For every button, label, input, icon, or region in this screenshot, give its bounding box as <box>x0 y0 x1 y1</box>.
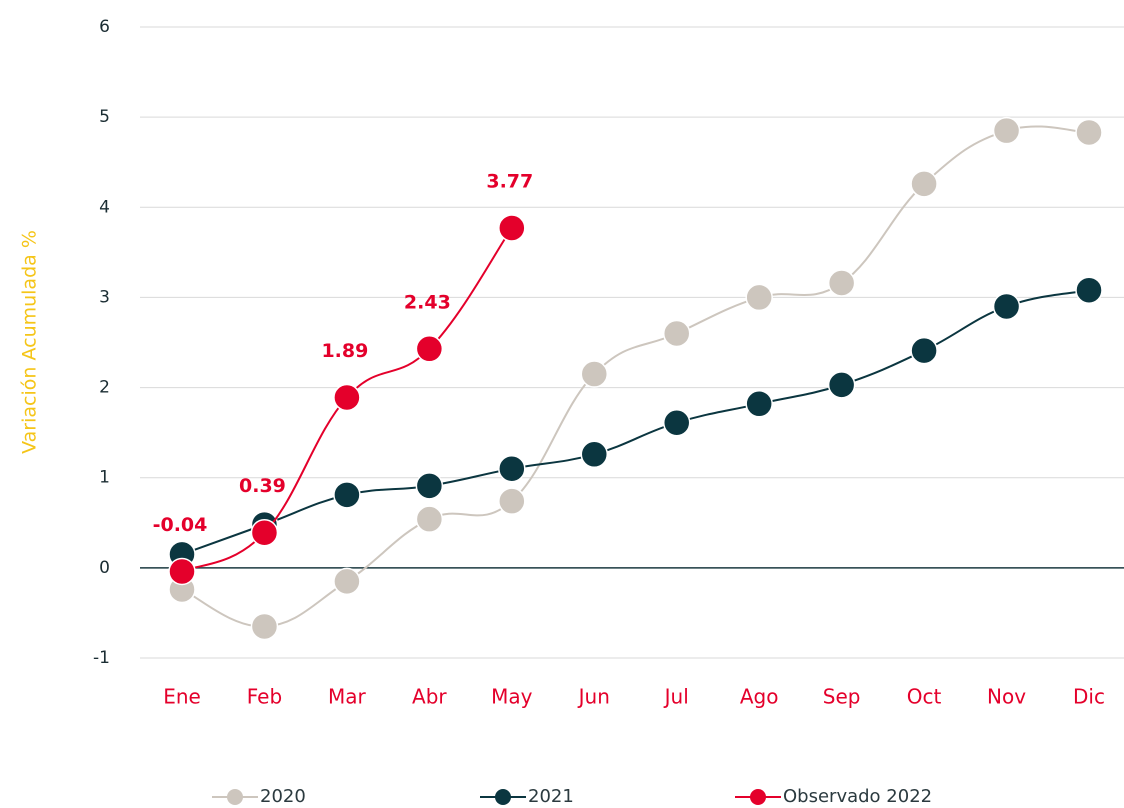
y-tick-label: 6 <box>99 17 110 37</box>
data-label: 3.77 <box>486 171 533 193</box>
y-tick-label: 4 <box>99 197 110 217</box>
x-tick-label: Sep <box>823 685 861 709</box>
marker <box>827 269 856 297</box>
marker <box>910 336 938 365</box>
x-tick-label: Jun <box>577 685 610 709</box>
x-tick-label: Nov <box>987 685 1026 709</box>
x-tick-label: Ene <box>163 685 201 709</box>
legend-marker <box>495 789 511 805</box>
marker <box>498 214 526 242</box>
marker <box>333 383 361 412</box>
marker <box>333 567 361 596</box>
y-tick-label: 1 <box>99 468 110 488</box>
legend-marker <box>227 789 243 805</box>
marker <box>1075 276 1103 304</box>
marker <box>250 518 279 547</box>
marker <box>580 440 609 469</box>
y-tick-label: 5 <box>99 107 110 127</box>
legend-label: 2021 <box>528 786 574 807</box>
legend-label: 2020 <box>260 786 306 807</box>
marker <box>745 390 773 418</box>
marker <box>910 170 938 198</box>
data-label: -0.04 <box>153 514 208 536</box>
x-tick-label: Mar <box>328 685 367 709</box>
series-line <box>181 125 1090 628</box>
x-tick-label: Oct <box>907 685 942 709</box>
y-tick-label: 0 <box>99 558 110 578</box>
x-tick-label: Abr <box>412 685 447 709</box>
marker <box>662 408 691 437</box>
y-tick-label: -1 <box>93 648 110 668</box>
marker <box>992 292 1021 321</box>
marker <box>415 472 444 500</box>
x-tick-label: Ago <box>740 685 779 709</box>
marker <box>827 371 856 399</box>
series-line <box>181 289 1090 556</box>
marker <box>250 612 279 641</box>
data-label: 1.89 <box>321 340 368 362</box>
marker <box>745 283 773 312</box>
marker <box>415 335 444 363</box>
marker <box>333 481 361 509</box>
y-axis-label: Variación Acumulada % <box>19 230 41 454</box>
legend-marker <box>750 789 766 805</box>
marker <box>415 505 444 533</box>
marker <box>580 360 609 388</box>
y-tick-label: 2 <box>99 378 110 398</box>
data-label: 0.39 <box>239 475 286 497</box>
marker <box>168 557 196 586</box>
marker <box>992 116 1021 145</box>
data-label: 2.43 <box>404 291 451 313</box>
marker <box>662 319 691 348</box>
marker <box>1075 118 1103 147</box>
marker <box>498 487 526 515</box>
x-tick-label: May <box>491 685 533 709</box>
x-tick-label: Feb <box>247 685 282 709</box>
y-tick-label: 3 <box>99 287 110 307</box>
legend-label: Observado 2022 <box>783 786 932 807</box>
x-tick-label: Jul <box>663 685 689 709</box>
x-tick-label: Dic <box>1073 685 1105 709</box>
marker <box>498 454 526 483</box>
